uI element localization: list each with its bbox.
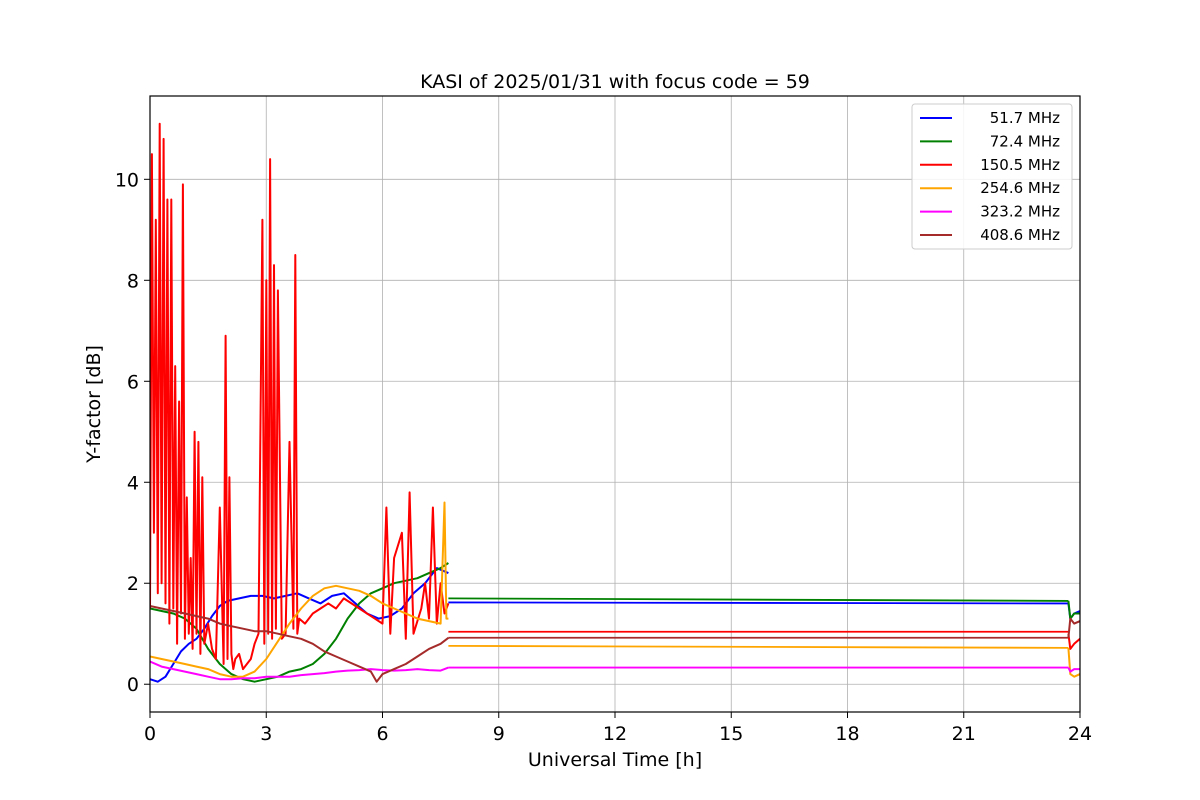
y-tick-label: 2: [127, 573, 139, 595]
y-tick-label: 10: [115, 169, 139, 191]
legend-entry: 150.5 MHz: [980, 156, 1060, 174]
x-tick-label: 9: [493, 723, 505, 745]
x-tick-label: 24: [1068, 723, 1092, 745]
series-line-150-5-mhz-early: [150, 122, 450, 671]
series-line-323-2-mhz-late: [1067, 667, 1080, 673]
x-tick-label: 0: [144, 723, 156, 745]
x-tick-label: 3: [260, 723, 272, 745]
x-axis-label: Universal Time [h]: [528, 749, 702, 771]
series-line-150-5-mhz-late: [1067, 633, 1080, 650]
legend: 51.7 MHz 72.4 MHz 150.5 MHz 254.6 MHz 323.2 …: [911, 103, 1073, 250]
legend-box: [911, 103, 1073, 250]
series-408-6-mhz: [150, 605, 1080, 683]
y-tick-label: 0: [127, 674, 139, 696]
series-group: [150, 122, 1080, 683]
series-254-6-mhz: [150, 501, 1080, 678]
legend-entry: 408.6 MHz: [980, 226, 1060, 244]
y-axis-label: Y-factor [dB]: [83, 345, 105, 464]
legend-entry: 254.6 MHz: [980, 179, 1060, 197]
series-line-408-6-mhz-early: [150, 605, 450, 683]
series-line-254-6-mhz-late: [1067, 647, 1080, 678]
series-150-5-mhz: [150, 122, 1080, 671]
y-tick-label: 4: [127, 472, 139, 494]
plot-lines: [150, 122, 1080, 683]
x-tick-label: 18: [835, 723, 859, 745]
chart-title: KASI of 2025/01/31 with focus code = 59: [420, 71, 810, 93]
series-line-408-6-mhz-late: [1067, 617, 1080, 638]
y-tick-label: 6: [127, 371, 139, 393]
series-line-72-4-mhz-late: [1067, 600, 1080, 620]
x-tick-label: 15: [719, 723, 743, 745]
flat-segment-254-6-mhz: [448, 644, 1069, 649]
legend-entry: 72.4 MHz: [990, 132, 1060, 150]
x-tick-label: 6: [376, 723, 388, 745]
series-line-323-2-mhz-early: [150, 660, 449, 681]
legend-entry: 323.2 MHz: [980, 203, 1060, 221]
x-axis: 0 3 6 9 12 15 18 21 24: [144, 712, 1092, 745]
flat-segment-72-4-mhz: [448, 597, 1069, 602]
x-tick-label: 21: [952, 723, 976, 745]
series-323-2-mhz: [150, 660, 1080, 681]
y-axis: 0 2 4 6 8 10: [115, 169, 150, 696]
flat-segment-51-7-mhz: [448, 601, 1069, 605]
y-tick-label: 8: [127, 270, 139, 292]
series-line-254-6-mhz-early: [150, 501, 449, 678]
legend-entry: 51.7 MHz: [990, 109, 1060, 127]
x-tick-label: 12: [603, 723, 627, 745]
